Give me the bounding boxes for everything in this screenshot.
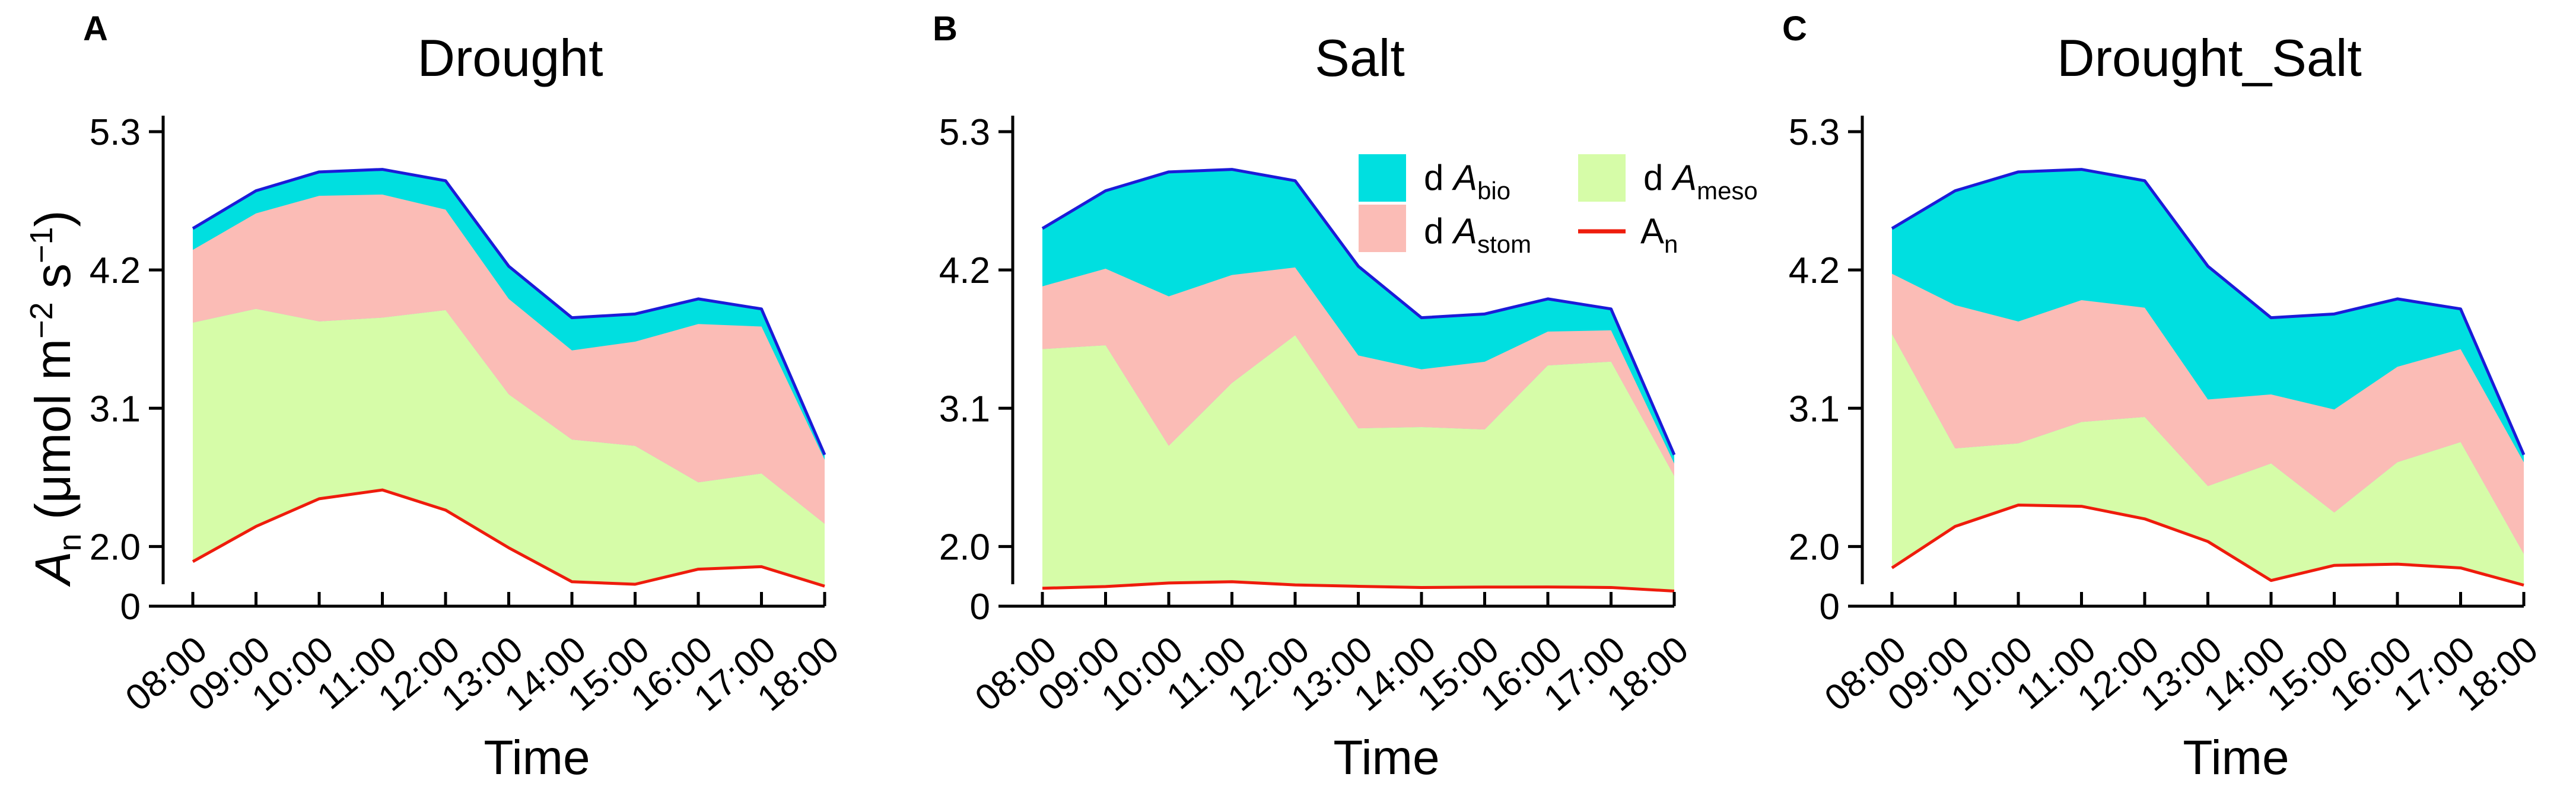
legend: d Abio d Ameso d Astom An <box>1359 154 1758 258</box>
panel-c-title: Drought_Salt <box>2057 28 2362 87</box>
panel-c-line-an <box>1891 503 2524 587</box>
panel-b-area-stom <box>1042 267 1674 476</box>
panel-a: 02.03.14.25.308:0009:0010:0011:0012:0013… <box>83 9 847 785</box>
panel-a-area-stom <box>193 194 825 524</box>
y-axis-title-main: A <box>25 551 81 587</box>
legend-swatch-bio <box>1359 154 1406 202</box>
panel-a-ytick-label: 0 <box>120 587 141 628</box>
panel-a-ytick-label: 5.3 <box>90 112 141 153</box>
panel-b-ytick-label: 3.1 <box>939 389 990 429</box>
panel-c-area-stom <box>1892 273 2524 555</box>
panel-b-ytick-label: 2.0 <box>939 527 990 568</box>
y-axis-title-close: ) <box>25 211 81 227</box>
y-axis-title: An (μmol m−2 s−1) <box>24 211 88 588</box>
panel-b-title: Salt <box>1315 28 1405 87</box>
panel-c-ytick-label: 0 <box>1820 587 1840 628</box>
panel-a-ytick-label: 2.0 <box>90 527 141 568</box>
panel-a-area-meso <box>193 308 825 587</box>
panel-a-line-an <box>192 488 825 588</box>
y-axis-title-unit: (μmol m <box>25 339 81 533</box>
panel-c-x-axis-title: Time <box>2183 731 2289 785</box>
panel-b-ytick-label: 0 <box>970 587 990 628</box>
legend-swatch-stom <box>1359 205 1406 252</box>
panel-b-letter: B <box>933 9 958 48</box>
legend-item-meso: d Ameso <box>1578 154 1758 205</box>
y-axis-title-mid: s <box>25 263 81 302</box>
panel-c-area-meso <box>1892 334 2524 585</box>
panel-b: 02.03.14.25.308:0009:0010:0011:0012:0013… <box>933 9 1696 785</box>
panel-a-line-total <box>192 168 826 456</box>
panel-b-x-axis-title: Time <box>1333 731 1439 785</box>
panel-a-ytick-label: 3.1 <box>90 389 141 429</box>
panel-a-x-axis-title: Time <box>484 731 590 785</box>
panel-c-letter: C <box>1782 9 1807 48</box>
panel-b-ytick-label: 4.2 <box>939 250 990 291</box>
legend-label-bio: d Abio <box>1424 158 1510 205</box>
panel-c: 02.03.14.25.308:0009:0010:0011:0012:0013… <box>1782 9 2546 785</box>
panel-a-title: Drought <box>417 28 603 87</box>
legend-label-meso: d Ameso <box>1643 158 1758 205</box>
panel-c-line-total <box>1891 168 2526 456</box>
legend-item-stom: d Astom <box>1359 205 1531 258</box>
legend-item-bio: d Abio <box>1359 154 1510 205</box>
panel-c-ytick-label: 2.0 <box>1789 527 1840 568</box>
legend-label-an: An <box>1640 211 1678 258</box>
legend-swatch-meso <box>1578 154 1626 202</box>
y-axis-title-sub: n <box>52 533 88 551</box>
legend-label-stom: d Astom <box>1424 211 1531 258</box>
y-axis-title-sup2: −1 <box>24 227 59 264</box>
panel-b-line-an <box>1042 580 1675 593</box>
panel-c-area-base <box>1892 505 2524 606</box>
panel-b-ytick-label: 5.3 <box>939 112 990 153</box>
legend-item-an: An <box>1578 211 1678 258</box>
panel-b-area-meso <box>1042 335 1674 591</box>
panel-b-line-total <box>1041 168 1676 456</box>
panel-c-ytick-label: 4.2 <box>1789 250 1840 291</box>
y-axis-title-sup1: −2 <box>24 302 59 339</box>
panel-a-ytick-label: 4.2 <box>90 250 141 291</box>
panel-c-ytick-label: 3.1 <box>1789 389 1840 429</box>
panel-c-ytick-label: 5.3 <box>1789 112 1840 153</box>
panel-a-letter: A <box>83 9 108 48</box>
